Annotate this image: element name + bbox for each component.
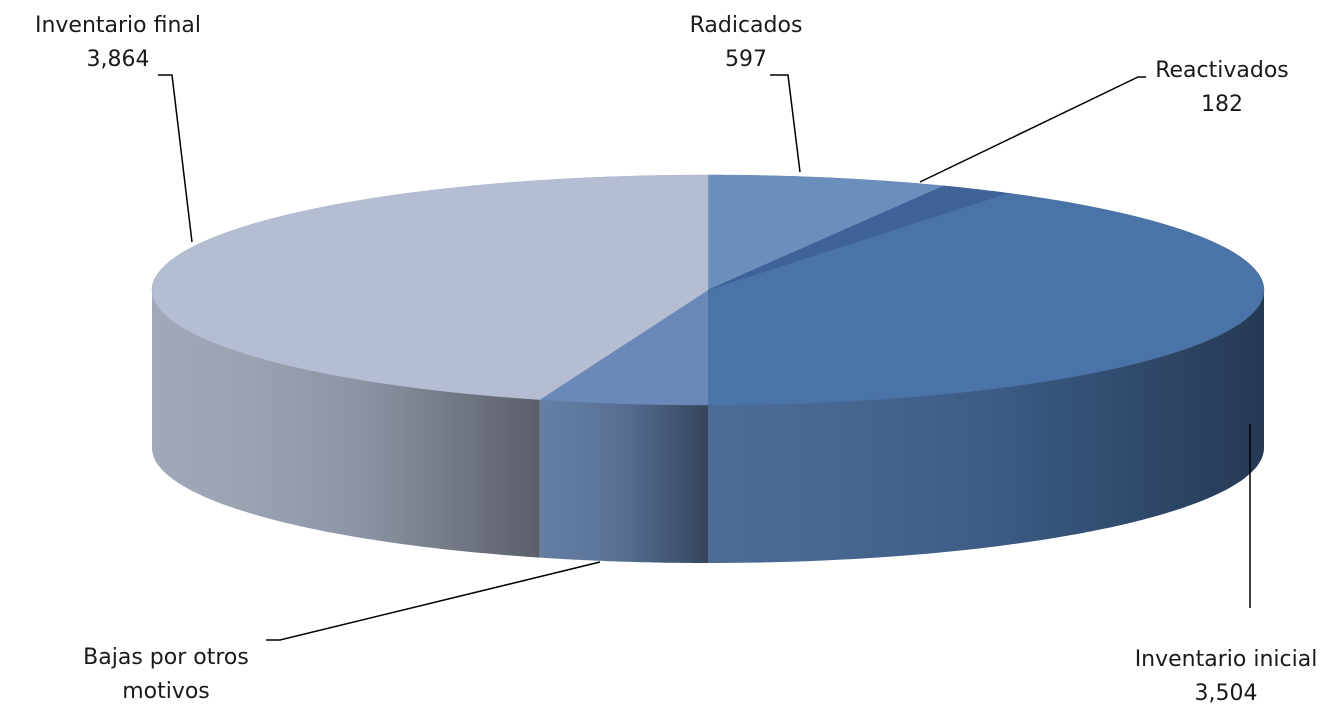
label-radicados: Radicados 597	[690, 13, 803, 72]
label-inventario-final: Inventario final 3,864	[35, 13, 201, 72]
label-reactivados: Reactivados 182	[1155, 58, 1289, 117]
wall-shade-inventario-final	[152, 290, 540, 558]
label-inventario-inicial: Inventario inicial 3,504	[1135, 647, 1318, 706]
value-reactivados: 182	[1201, 92, 1243, 117]
name-inventario-final: Inventario final	[35, 13, 201, 38]
leader-reactivados	[919, 76, 1146, 183]
name-radicados: Radicados	[690, 13, 803, 38]
pie-top-faces	[151, 174, 1265, 406]
name-inventario-inicial: Inventario inicial	[1135, 647, 1318, 672]
value-radicados: 597	[725, 47, 767, 72]
name-reactivados: Reactivados	[1155, 58, 1289, 83]
leader-bajas-por-otros-motivos	[266, 561, 601, 641]
data-labels: Radicados 597 Reactivados 182 Inventario ini…	[35, 13, 1318, 706]
slice-inventario-final	[151, 174, 709, 400]
label-bajas-por-otros-motivos: Bajas por otrosmotivos419	[83, 645, 249, 704]
value-inventario-final: 3,864	[87, 47, 150, 72]
name-bajas-por-otros-motivos: Bajas por otros	[83, 645, 249, 670]
slice-radicados	[707, 174, 945, 291]
leader-inventario-final	[158, 74, 193, 243]
name-bajas-por-otros-motivos: motivos	[122, 679, 210, 704]
pie-side-walls	[152, 290, 1264, 563]
slice-inventario-inicial	[707, 193, 1265, 406]
wall-shade-inventario-inicial	[708, 290, 1264, 563]
slice-bajas-por-otros-motivos	[539, 289, 709, 406]
value-inventario-inicial: 3,504	[1195, 681, 1258, 706]
slice-reactivados	[707, 185, 1009, 291]
leader-lines	[158, 74, 1251, 641]
leader-radicados	[770, 74, 801, 173]
wall-shade-bajas-por-otros-motivos	[539, 399, 708, 563]
